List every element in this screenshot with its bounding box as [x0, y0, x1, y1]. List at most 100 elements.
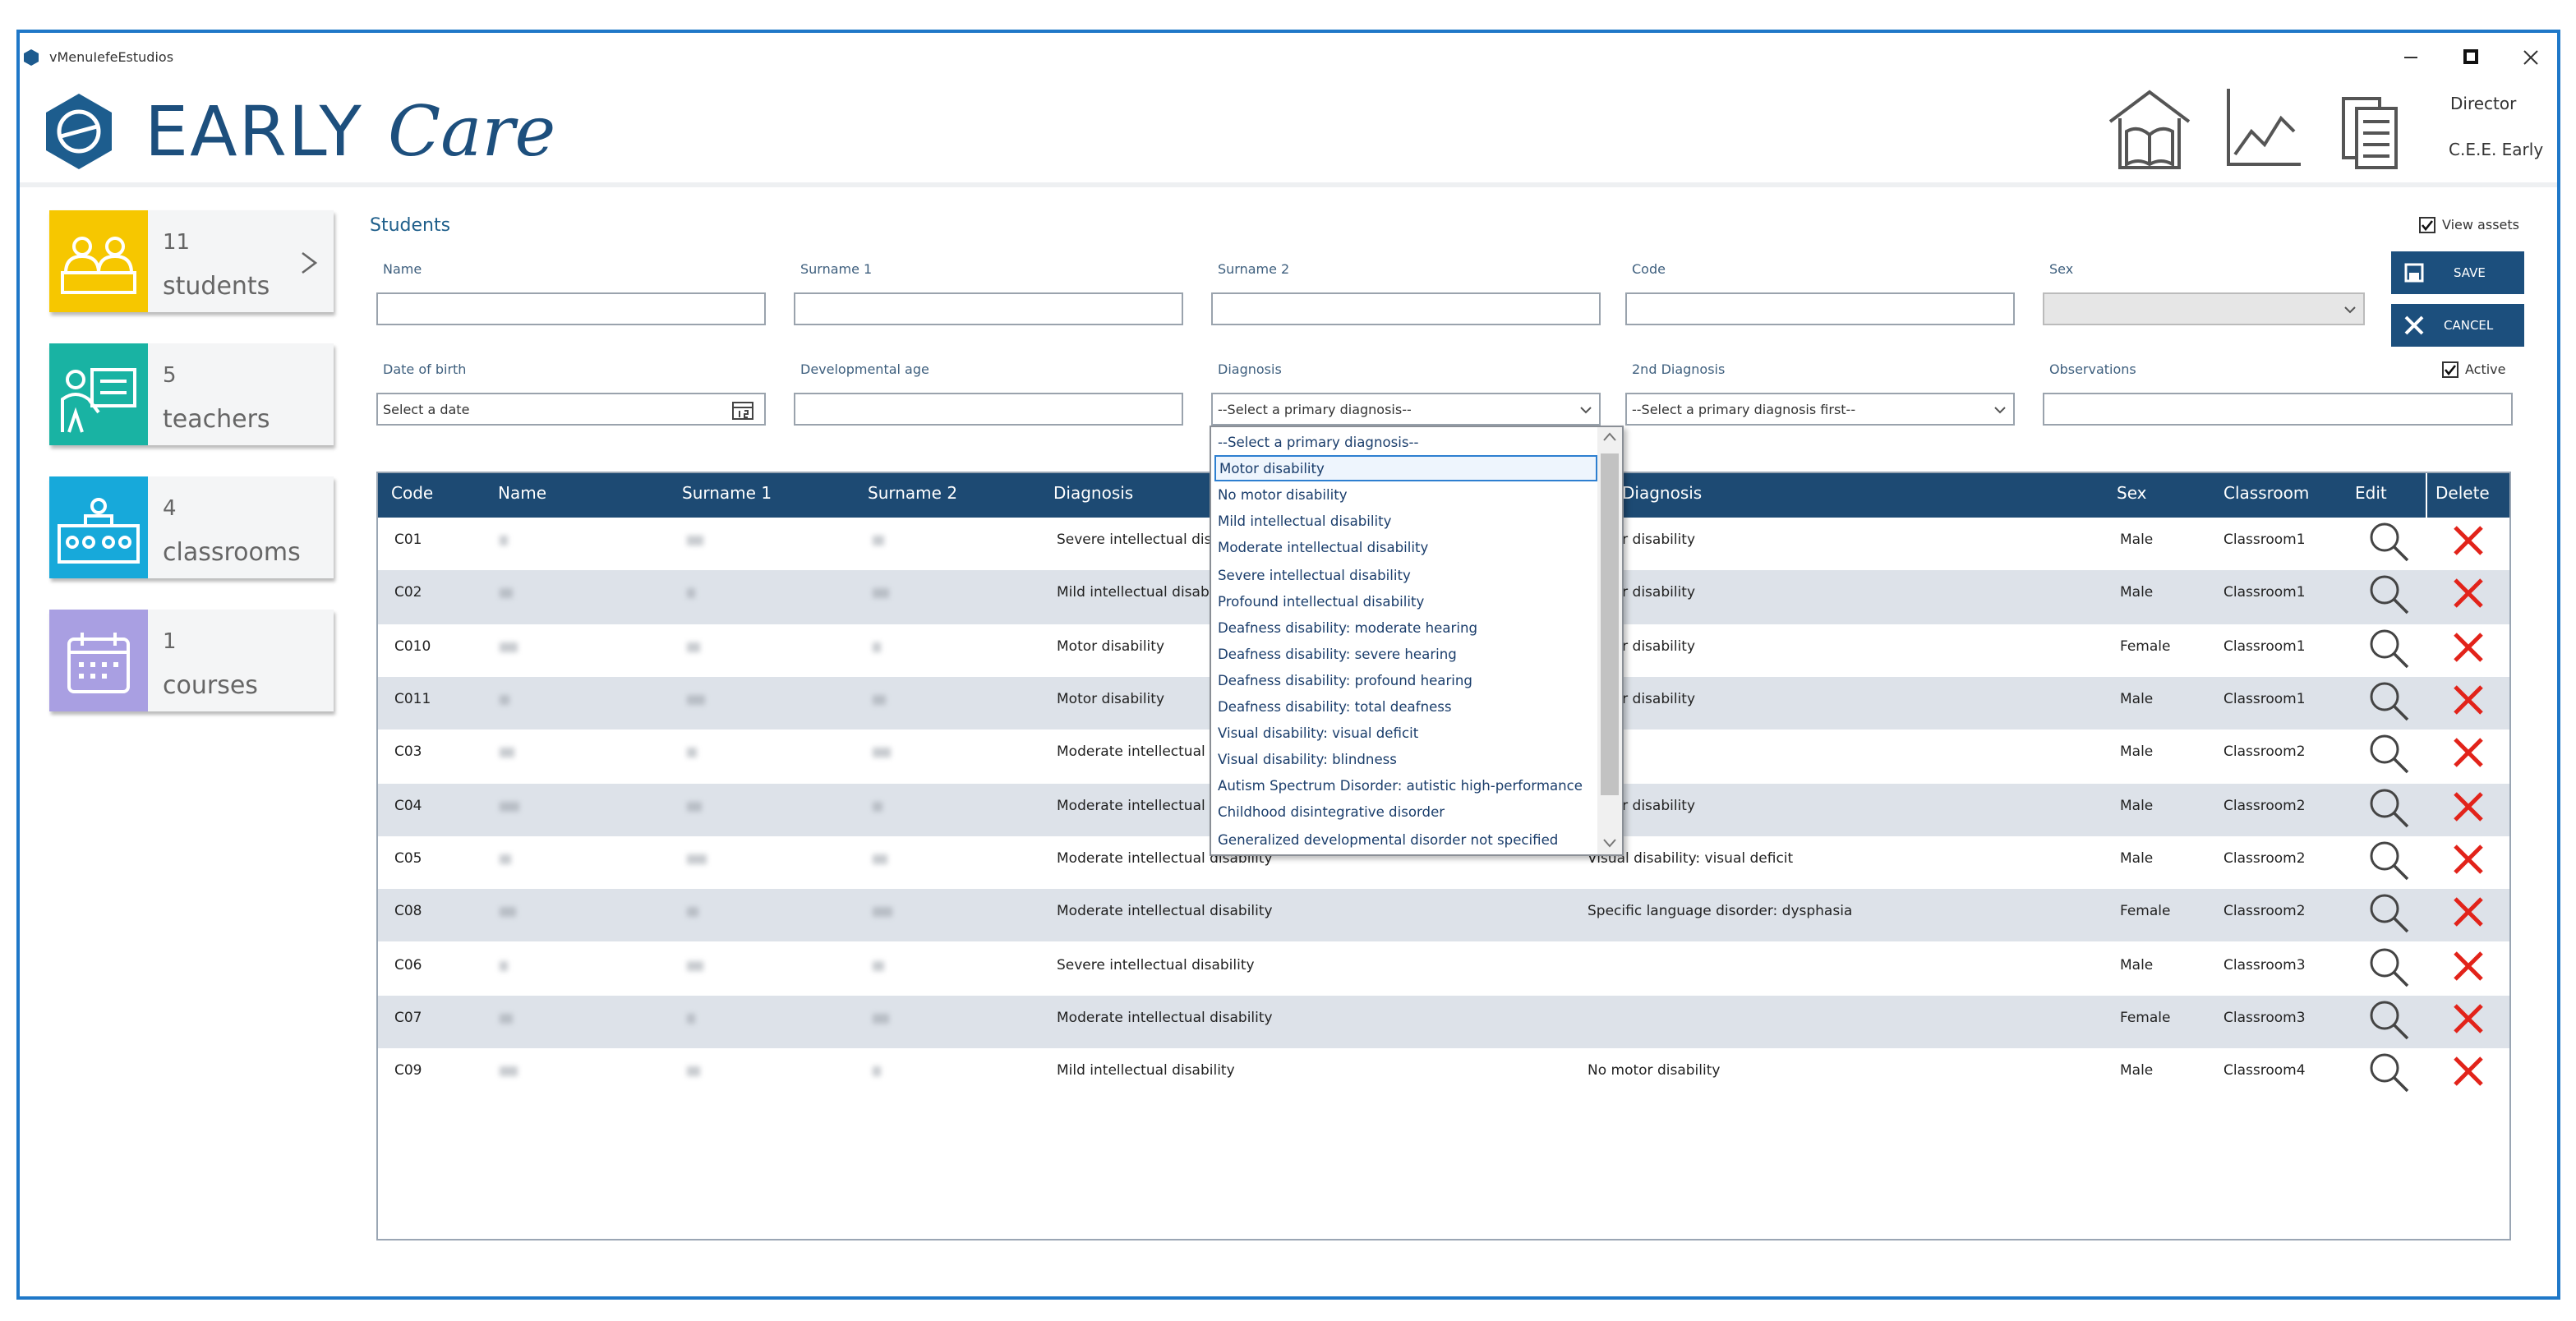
delete-icon[interactable] [2452, 524, 2485, 557]
dropdown-option[interactable]: Motor disability [1214, 455, 1597, 482]
edit-icon[interactable] [2368, 734, 2411, 776]
cell-code: C011 [394, 692, 431, 709]
delete-icon[interactable] [2452, 843, 2485, 876]
field-input[interactable]: --Select a primary diagnosis-- [1211, 393, 1601, 426]
delete-icon[interactable] [2452, 737, 2485, 770]
dropdown-option[interactable]: Childhood disintegrative disorder [1218, 803, 1445, 821]
delete-icon[interactable] [2452, 789, 2485, 822]
field-placeholder: --Select a primary diagnosis first-- [1632, 403, 1856, 417]
field-placeholder: --Select a primary diagnosis-- [1218, 403, 1412, 417]
delete-icon[interactable] [2452, 578, 2485, 610]
sidebar-card[interactable]: 11 students [49, 210, 334, 312]
edit-icon[interactable] [2368, 893, 2411, 936]
redacted-cell [687, 907, 698, 918]
table-row[interactable] [378, 995, 2509, 1048]
cell-classroom: Classroom3 [2223, 1010, 2306, 1027]
dropdown-option[interactable]: Visual disability: blindness [1218, 751, 1397, 768]
card-count: 4 [163, 497, 177, 522]
card-icon [58, 498, 140, 564]
save-button[interactable]: SAVE [2391, 251, 2524, 294]
view-assets-checkbox[interactable] [2419, 217, 2435, 233]
dropdown-option[interactable]: Mild intellectual disability [1218, 513, 1392, 530]
dropdown-option[interactable]: Deafness disability: severe hearing [1218, 645, 1457, 662]
delete-icon[interactable] [2452, 631, 2485, 664]
dropdown-option[interactable]: --Select a primary diagnosis-- [1218, 434, 1419, 450]
cell-diagnosis: Mild intellectual disability [1057, 1063, 1235, 1080]
cell-sex: Male [2120, 1063, 2154, 1080]
dropdown-option[interactable]: Profound intellectual disability [1218, 592, 1425, 610]
edit-icon[interactable] [2368, 946, 2411, 988]
card-count: 1 [163, 630, 177, 655]
delete-icon[interactable] [2452, 684, 2485, 716]
redacted-cell [500, 642, 518, 652]
redacted-cell [873, 801, 882, 812]
dropdown-option[interactable]: No motor disability [1218, 486, 1348, 504]
delete-icon[interactable] [2452, 949, 2485, 982]
field-input[interactable] [794, 393, 1183, 426]
redacted-cell [500, 695, 509, 706]
dropdown-option[interactable]: Autism Spectrum Disorder: autistic high-… [1218, 777, 1583, 794]
dropdown-option[interactable]: Deafness disability: moderate hearing [1218, 619, 1478, 636]
redacted-cell [500, 801, 519, 812]
cell-sex: Male [2120, 850, 2154, 868]
cell-sex: Male [2120, 585, 2154, 602]
column-header: Name [498, 486, 547, 504]
field-placeholder: Select a date [383, 403, 470, 417]
delete-icon[interactable] [2452, 1002, 2485, 1035]
redacted-cell [500, 536, 508, 546]
table-row[interactable] [378, 1048, 2509, 1102]
field-input[interactable]: Select a date [376, 393, 766, 426]
dropdown-option[interactable]: Moderate intellectual disability [1218, 539, 1429, 556]
delete-icon[interactable] [2452, 896, 2485, 929]
edit-icon[interactable] [2368, 574, 2411, 617]
cell-code: C06 [394, 957, 422, 974]
sidebar-card[interactable]: 4 classrooms [49, 476, 334, 578]
field-input[interactable] [1211, 292, 1601, 325]
sidebar-card[interactable]: 1 courses [49, 610, 334, 711]
edit-icon[interactable] [2368, 1052, 2411, 1094]
field-input[interactable]: --Select a primary diagnosis first-- [1625, 393, 2015, 426]
scroll-down[interactable] [1602, 838, 1617, 848]
cell-diagnosis-2: No motor disability [1588, 1063, 1721, 1080]
dropdown-option[interactable]: Severe intellectual disability [1218, 566, 1411, 582]
dropdown-option[interactable]: Deafness disability: total deafness [1218, 698, 1452, 715]
edit-icon[interactable] [2368, 840, 2411, 882]
cell-classroom: Classroom2 [2223, 744, 2306, 762]
field-input[interactable] [2043, 292, 2365, 325]
scroll-up[interactable] [1602, 432, 1617, 442]
sidebar-card[interactable]: 5 teachers [49, 343, 334, 445]
cell-sex: Female [2120, 1010, 2171, 1027]
active-checkbox[interactable] [2442, 361, 2458, 378]
header-nav-icons[interactable] [2104, 82, 2432, 174]
cancel-button[interactable]: CANCEL [2391, 304, 2524, 347]
edit-icon[interactable] [2368, 786, 2411, 829]
edit-icon[interactable] [2368, 680, 2411, 723]
dropdown-option[interactable]: Visual disability: visual deficit [1218, 725, 1419, 742]
edit-icon[interactable] [2368, 628, 2411, 670]
redacted-cell [873, 960, 884, 971]
cell-code: C09 [394, 1063, 422, 1080]
field-input[interactable] [376, 292, 766, 325]
dropdown-option[interactable]: Generalized developmental disorder not s… [1218, 831, 1559, 847]
cell-code: C02 [394, 585, 422, 602]
header-divider [2426, 473, 2427, 518]
redacted-cell [500, 1066, 518, 1077]
section-title: Students [370, 214, 451, 236]
field-label: Date of birth [383, 362, 467, 377]
dropdown-scroll-thumb[interactable] [1601, 453, 1619, 795]
field-input[interactable] [2043, 393, 2513, 426]
field-input[interactable] [794, 292, 1183, 325]
active-label: Active [2465, 362, 2506, 377]
table-row[interactable] [378, 889, 2509, 942]
edit-icon[interactable] [2368, 521, 2411, 564]
field-input[interactable] [1625, 292, 2015, 325]
cell-diagnosis: Motor disability [1057, 692, 1165, 709]
card-label: courses [163, 670, 258, 700]
edit-icon[interactable] [2368, 999, 2411, 1042]
delete-icon[interactable] [2452, 1055, 2485, 1088]
dropdown-option[interactable]: Deafness disability: profound hearing [1218, 671, 1472, 688]
column-header: Sex [2117, 486, 2147, 504]
table-row[interactable] [378, 941, 2509, 996]
redacted-cell [687, 642, 700, 652]
window-controls[interactable] [2399, 46, 2547, 69]
